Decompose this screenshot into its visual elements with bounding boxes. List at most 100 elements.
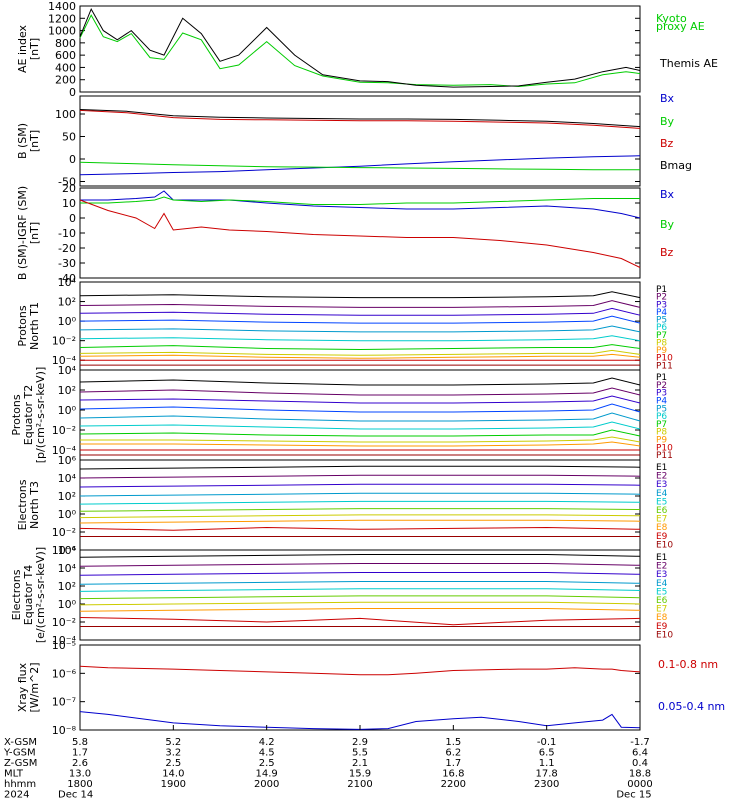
legend-label: P4 xyxy=(656,396,667,406)
x-axis-value: 13.0 xyxy=(69,769,91,780)
legend-label: E9 xyxy=(656,532,668,542)
legend-label: Bz xyxy=(660,137,674,150)
x-axis-value: 4.5 xyxy=(259,748,275,759)
legend-label: P11 xyxy=(656,361,673,371)
ytick-label: -10 xyxy=(58,227,76,240)
x-row-label: hhmm xyxy=(4,779,36,790)
x-axis-value: -1.7 xyxy=(630,737,650,748)
series-line-bz xyxy=(79,109,641,129)
legend-label: P7 xyxy=(656,331,667,341)
legend-label: E10 xyxy=(656,540,673,550)
series-line-e8 xyxy=(79,608,641,612)
series-line-p6 xyxy=(79,421,641,430)
ytick-label: 10⁻⁴ xyxy=(52,444,77,457)
ytick-label: 10⁻² xyxy=(52,526,76,539)
series-line-themis-ae xyxy=(79,7,641,88)
x-row-label: 2024 xyxy=(4,790,29,800)
x-axis-value: 6.5 xyxy=(539,748,555,759)
series-line-p3 xyxy=(79,307,641,316)
legend-label: P11 xyxy=(656,451,673,461)
legend-label: P7 xyxy=(656,420,667,430)
ytick-label: 10⁰ xyxy=(58,508,77,521)
x-axis-value: 2.5 xyxy=(165,758,181,769)
legend-label: P1 xyxy=(656,373,667,383)
series-line-p1 xyxy=(79,377,641,386)
panel-frame-0 xyxy=(79,5,641,93)
ytick-label: 10⁻² xyxy=(52,616,76,629)
legend-label: P10 xyxy=(656,443,673,453)
series-line-p9 xyxy=(79,353,641,359)
ytick-label: 10⁻⁴ xyxy=(52,354,77,367)
ytick-label: 10 xyxy=(62,197,76,210)
series-line-p2 xyxy=(79,300,641,308)
legend-label: E9 xyxy=(656,622,668,632)
x-axis-value: 14.9 xyxy=(256,769,278,780)
legend-label: P5 xyxy=(656,404,667,414)
ytick-label: 10⁰ xyxy=(58,404,77,417)
series-line-e3 xyxy=(79,572,641,576)
series-line-p9 xyxy=(80,441,641,447)
series-line-p8 xyxy=(80,436,641,443)
legend-label: E2 xyxy=(656,472,667,482)
ytick-label: 10² xyxy=(58,296,76,309)
x-axis-value: 2.1 xyxy=(352,758,368,769)
legend-label-kyoto: Kyoto xyxy=(656,12,687,25)
ytick-label: 10⁴ xyxy=(58,472,77,485)
x-row-label: Z-GSM xyxy=(4,758,37,769)
series-line-p5 xyxy=(79,412,641,422)
y-axis-label: ProtonsEquator T2[p/(cm²-s-sr-keV)] xyxy=(10,367,47,464)
ytick-label: 10⁻⁴ xyxy=(52,544,77,557)
series-line-0-05-0-4-nm xyxy=(79,711,641,730)
legend-label: P3 xyxy=(656,389,667,399)
legend-label: Themis AE xyxy=(659,57,718,70)
series-line-e9 xyxy=(79,526,641,531)
ytick-label: 400 xyxy=(55,61,76,74)
ytick-label: 0 xyxy=(69,153,76,166)
ytick-label: 10⁻² xyxy=(52,424,76,437)
series-line-p3 xyxy=(79,395,641,404)
ytick-label: 10⁴ xyxy=(58,276,77,289)
y-axis-label: AE index[nT] xyxy=(16,24,41,73)
x-axis-value: 2200 xyxy=(441,779,466,790)
series-line-e1 xyxy=(79,465,641,470)
panel-frame-6 xyxy=(79,549,641,641)
ytick-label: -50 xyxy=(58,176,76,189)
series-line-e3 xyxy=(79,483,641,488)
ytick-label: 10⁻⁷ xyxy=(52,696,76,709)
series-line-p7 xyxy=(79,429,641,437)
x-axis-value: Dec 15 xyxy=(616,790,651,800)
x-axis-value: 0000 xyxy=(627,779,652,790)
x-row-label: X-GSM xyxy=(4,737,37,748)
series-line-p1 xyxy=(79,291,641,299)
x-axis-value: 5.5 xyxy=(352,748,368,759)
x-axis-value: 15.9 xyxy=(349,769,371,780)
series-line-by xyxy=(80,196,640,205)
ytick-label: 50 xyxy=(62,131,76,144)
legend-label: By xyxy=(660,218,675,231)
y-axis-label: B (SM)[nT] xyxy=(16,123,41,159)
y-axis-label: ElectronsNorth T3 xyxy=(16,479,41,530)
legend-label: P8 xyxy=(656,428,667,438)
legend-label: E1 xyxy=(656,463,667,473)
legend-label: E8 xyxy=(656,523,668,533)
legend-label: P8 xyxy=(656,338,667,348)
panel-frame-2 xyxy=(79,187,641,279)
series-line-bz xyxy=(79,199,641,268)
series-line-by xyxy=(79,161,640,171)
legend-label: E3 xyxy=(656,570,667,580)
y-axis-label: ElectronsEquator T4[e/(cm²-s-sr-keV)] xyxy=(10,547,47,643)
legend-label: P9 xyxy=(656,346,667,356)
legend-label: E4 xyxy=(656,489,668,499)
legend-label: E8 xyxy=(656,613,668,623)
legend-label: P2 xyxy=(656,381,667,391)
legend-label: E7 xyxy=(656,515,667,525)
x-axis-value: 2100 xyxy=(347,779,372,790)
legend-label-kyoto: proxy AE xyxy=(656,20,705,33)
ytick-label: 0 xyxy=(69,86,76,99)
series-line-p2 xyxy=(79,387,641,396)
legend-label: P2 xyxy=(656,293,667,303)
legend-label: E5 xyxy=(656,497,667,507)
legend-label: P1 xyxy=(656,285,667,295)
x-axis-value: 2000 xyxy=(254,779,279,790)
